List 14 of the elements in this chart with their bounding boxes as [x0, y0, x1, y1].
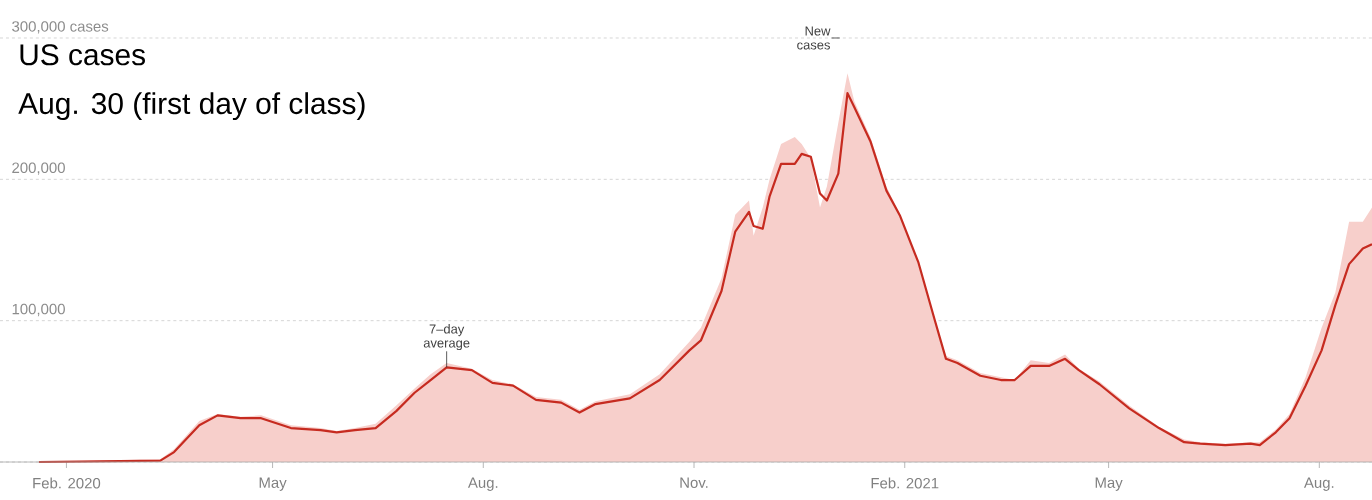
annotation: New cases [797, 26, 831, 50]
x-tick-label: Aug. [1303, 477, 1334, 491]
chart-title: US cases [20, 44, 145, 66]
x-tick-label: May [1095, 477, 1123, 491]
x-tick-label: Aug. [467, 477, 498, 491]
x-tick-label: Feb. 2020 [33, 477, 101, 489]
y-tick-label: 100,000 [12, 303, 65, 317]
x-tick-label: May [259, 477, 287, 491]
text: Aug. 30 (first day of class) [18, 92, 365, 121]
y-tick-label: 200,000 [12, 162, 65, 175]
x-tick-label: Nov. [680, 477, 708, 488]
y-tick-label: 300,000 cases [12, 21, 109, 34]
x-tick-label: Feb. 2021 [871, 477, 939, 489]
annotation: 7–day average [423, 324, 470, 351]
